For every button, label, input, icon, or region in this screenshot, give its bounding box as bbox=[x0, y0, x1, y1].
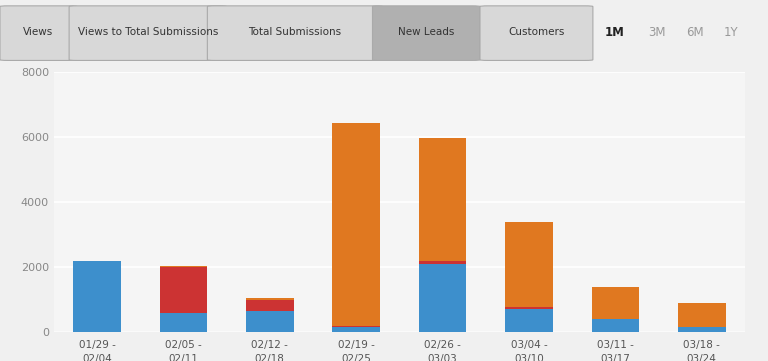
Bar bbox=[419, 261, 466, 264]
FancyBboxPatch shape bbox=[69, 6, 227, 60]
Bar bbox=[591, 319, 639, 332]
Text: Views: Views bbox=[23, 27, 54, 38]
FancyBboxPatch shape bbox=[480, 6, 593, 60]
Text: 3M: 3M bbox=[648, 26, 665, 39]
FancyBboxPatch shape bbox=[372, 6, 480, 60]
Bar bbox=[505, 307, 553, 309]
Bar bbox=[246, 311, 293, 332]
Bar bbox=[160, 267, 207, 313]
Bar bbox=[419, 264, 466, 332]
Bar bbox=[678, 327, 726, 332]
Text: 1Y: 1Y bbox=[723, 26, 739, 39]
Bar bbox=[246, 300, 293, 311]
FancyBboxPatch shape bbox=[0, 6, 77, 60]
Text: 1M: 1M bbox=[604, 26, 624, 39]
Bar bbox=[333, 123, 380, 326]
Bar bbox=[160, 266, 207, 267]
Bar bbox=[591, 287, 639, 319]
FancyBboxPatch shape bbox=[207, 6, 382, 60]
Text: Views to Total Submissions: Views to Total Submissions bbox=[78, 27, 218, 38]
Bar bbox=[333, 326, 380, 327]
Text: New Leads: New Leads bbox=[398, 27, 455, 38]
Bar bbox=[333, 327, 380, 332]
Bar bbox=[505, 309, 553, 332]
Bar bbox=[505, 222, 553, 307]
Bar bbox=[678, 303, 726, 327]
Bar bbox=[419, 138, 466, 261]
Bar bbox=[160, 313, 207, 332]
Bar bbox=[73, 261, 121, 332]
Text: 6M: 6M bbox=[687, 26, 703, 39]
Text: Customers: Customers bbox=[508, 27, 564, 38]
Text: Total Submissions: Total Submissions bbox=[248, 27, 342, 38]
Bar bbox=[246, 298, 293, 300]
